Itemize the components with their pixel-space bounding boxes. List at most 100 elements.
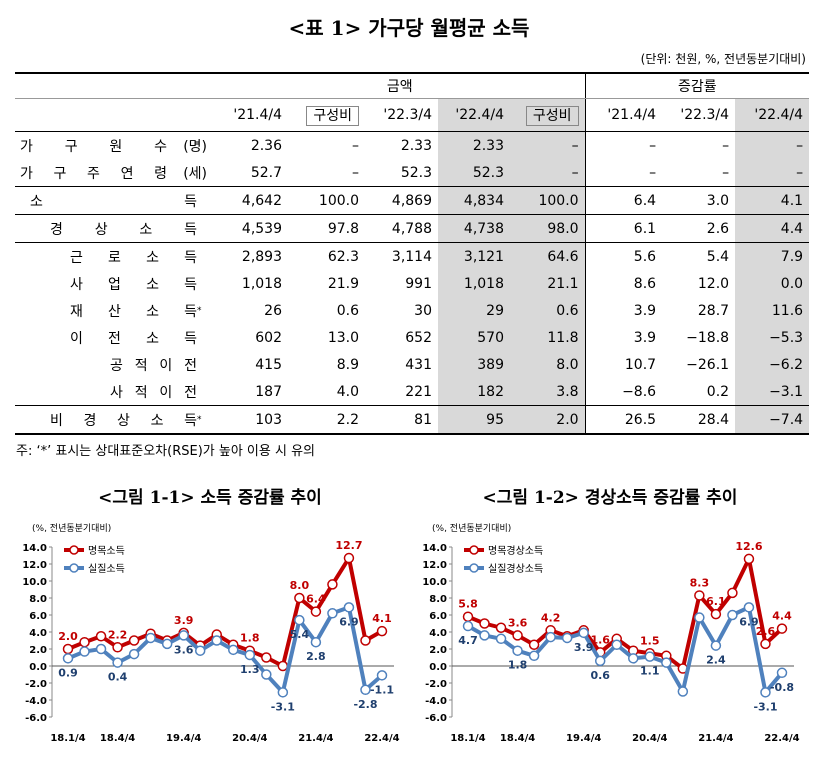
table-cell: 0.6 <box>510 297 586 324</box>
data-point <box>79 646 90 657</box>
x-tick-label: 18.1/4 <box>50 733 85 744</box>
table-cell: 2.6 <box>706 220 730 237</box>
data-point <box>277 687 289 698</box>
row-label-text: 재 산 소 득 <box>70 303 197 320</box>
data-label: 1.6 <box>590 633 610 646</box>
x-tick-label: 21.4/4 <box>298 733 333 744</box>
table-cell: 3.9 <box>584 297 663 324</box>
column-header: '22.4/4 <box>735 98 810 132</box>
data-point <box>376 625 388 637</box>
data-point <box>594 655 606 667</box>
table-cell: 28.4 <box>697 411 730 428</box>
table-cell: 3.8 <box>510 378 586 406</box>
data-label: 6.9 <box>739 615 759 628</box>
y-tick-label: 0.0 <box>429 662 447 673</box>
table-cell: 0.6 <box>336 302 359 319</box>
data-label: 6.4 <box>306 593 326 606</box>
row-label-text: 가 구 주 연 령 <box>20 165 167 182</box>
row-label: 근 로 소 득 <box>15 247 215 267</box>
table-cell: – <box>735 159 810 187</box>
x-tick-label: 19.4/4 <box>566 733 601 744</box>
table-cell: 8.0 <box>510 351 586 378</box>
data-label: 4.2 <box>541 611 561 624</box>
data-label: 3.6 <box>508 616 528 629</box>
table-cell: 21.1 <box>510 270 586 297</box>
data-point <box>578 627 589 639</box>
x-tick-label: 20.4/4 <box>232 733 267 744</box>
table-cell: 6.1 <box>584 214 663 243</box>
data-label: 0.9 <box>58 666 78 679</box>
table-cell: 4,834 <box>438 186 510 215</box>
data-point <box>528 650 540 662</box>
note-mark: * <box>197 414 202 425</box>
data-point <box>294 592 305 604</box>
y-tick-label: 6.0 <box>429 611 447 622</box>
table-row: 비 경 상 소 득 * 103 2.2 81 95 2.0 26.5 28.4 −7.4 <box>15 405 810 434</box>
row-label-cell: 사 업 소 득 <box>15 270 215 297</box>
data-point <box>112 657 123 668</box>
row-label: 가 구 원 수 (명) <box>15 136 215 156</box>
data-label: 5.4 <box>290 628 310 641</box>
data-label: 6.9 <box>339 615 359 628</box>
table-cell: – <box>352 164 359 181</box>
data-point <box>244 649 256 661</box>
table-cell: 100.0 <box>510 186 586 215</box>
table-cell: 0.0 <box>735 270 810 297</box>
row-label: 비 경 상 소 득 * <box>15 410 215 430</box>
group-header: 증감률 <box>584 72 810 99</box>
legend-marker <box>469 545 479 555</box>
column-header: '21.4/4 <box>584 98 663 132</box>
table-cell: 3.0 <box>706 192 730 209</box>
table-row: 재 산 소 득 * 26 0.6 30 29 0.6 3.9 28.7 11.6 <box>15 297 810 324</box>
data-label: 1.8 <box>240 632 260 645</box>
x-tick-label: 22.4/4 <box>364 733 399 744</box>
data-label: -2.8 <box>353 698 377 711</box>
table-cell: −26.1 <box>686 356 730 373</box>
row-label-text: 사 적 이 전 <box>110 384 197 401</box>
table-cell: 13.0 <box>327 329 359 346</box>
table-cell: 62.3 <box>327 248 359 265</box>
table-cell: 415 <box>255 356 282 373</box>
table-cell: 30 <box>414 302 432 319</box>
x-tick-label: 18.1/4 <box>450 733 485 744</box>
data-point <box>694 612 705 623</box>
data-label: 0.4 <box>108 671 128 684</box>
table-row: 가 구 원 수 (명) 2.36–2.33 2.33– – – – <box>15 131 810 159</box>
row-label-text: 소 득 <box>30 193 197 210</box>
data-point <box>211 635 222 646</box>
data-label: -1.1 <box>370 683 394 696</box>
unit-note: (단위: 천원, %, 전년동분기대비) <box>640 52 806 66</box>
y-axis-label: (%, 전년동분기대비) <box>32 523 111 534</box>
row-label-cell: 근 로 소 득 <box>15 243 215 271</box>
corner <box>15 72 215 99</box>
table-cell: 21.9 <box>327 275 359 292</box>
data-point <box>294 614 305 626</box>
table-cell: 1,018 <box>241 275 282 292</box>
row-unit: (명) <box>183 138 207 155</box>
data-point <box>760 638 771 650</box>
data-point <box>343 552 355 564</box>
table-row: 경 상 소 득 4,539 97.8 4,788 4,738 98.0 6.1 2.6 4.4 <box>15 214 810 243</box>
table-cell: 4,738 <box>438 214 510 243</box>
table-cell: 1,018 <box>438 270 510 297</box>
row-label: 재 산 소 득 * <box>15 301 215 321</box>
data-label: 12.6 <box>735 540 762 553</box>
table-cell: 2,893 <box>241 248 282 265</box>
data-point <box>327 579 338 590</box>
table-cell: – <box>722 137 730 154</box>
table-cell: 26 <box>264 302 282 319</box>
data-point <box>360 684 371 696</box>
data-point <box>462 620 474 632</box>
chart-title: <그림 1-2> 경상소득 증감률 추이 <box>483 488 738 508</box>
data-point <box>495 622 507 633</box>
table-cell: 2.33 <box>438 131 510 159</box>
table-cell: 5.4 <box>706 248 730 265</box>
row-label-text: 가 구 원 수 <box>20 138 167 155</box>
legend-label: 실질경상소득 <box>488 562 543 575</box>
data-point <box>628 653 639 664</box>
data-label: 3.9 <box>574 641 594 654</box>
column-header: '22.3/4 <box>662 98 736 132</box>
table-cell: 0.2 <box>706 383 730 400</box>
data-point <box>760 687 771 698</box>
